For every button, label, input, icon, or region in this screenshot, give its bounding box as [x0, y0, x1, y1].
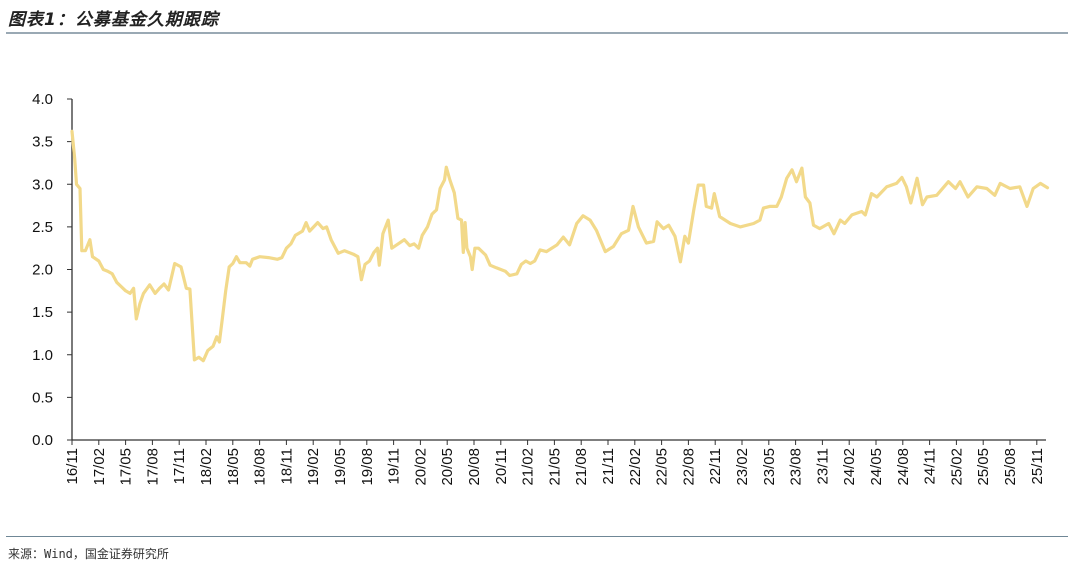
x-tick-label: 17/05	[118, 448, 135, 486]
x-tick-label: 23/02	[734, 448, 751, 486]
x-tick-label: 24/05	[868, 448, 885, 486]
x-tick-label: 23/11	[814, 448, 831, 484]
y-tick-label: 2.0	[32, 262, 53, 279]
x-tick-label: 16/11	[64, 448, 81, 484]
x-tick-label: 22/08	[680, 448, 697, 486]
x-tick-label: 20/08	[466, 448, 483, 486]
x-tick-label: 24/02	[841, 448, 858, 486]
y-tick-label: 1.5	[32, 304, 53, 321]
x-tick-label: 23/08	[788, 448, 805, 486]
footer-divider	[6, 536, 1068, 537]
x-tick-label: 17/08	[144, 448, 161, 486]
x-tick-label: 25/05	[975, 448, 992, 486]
x-tick-label: 21/05	[546, 448, 563, 486]
x-tick-label: 22/02	[627, 448, 644, 486]
x-tick-label: 21/11	[600, 448, 617, 484]
x-tick-label: 20/02	[412, 448, 429, 486]
y-tick-label: 0.0	[32, 432, 53, 449]
y-tick-label: 0.5	[32, 389, 53, 406]
y-tick-label: 4.0	[32, 91, 53, 108]
x-tick-label: 24/11	[922, 448, 939, 484]
x-tick-label: 18/08	[252, 448, 269, 486]
y-tick-label: 1.0	[32, 347, 53, 364]
x-tick-label: 25/02	[948, 448, 965, 486]
duration-line-chart: 0.0 0.5 1.0 1.5 2.0 2.5 3.0 3.5 4.0 16/11 17/02 17/…	[32, 91, 1050, 486]
y-tick-label: 3.5	[32, 134, 53, 151]
source-note: 来源：Wind，国金证券研究所	[8, 547, 169, 561]
y-tick-label: 3.0	[32, 176, 53, 193]
x-tick-label: 20/11	[493, 448, 510, 484]
x-tick-label: 22/05	[654, 448, 671, 486]
x-tick-label: 20/05	[439, 448, 456, 486]
x-tick-label: 17/02	[91, 448, 108, 486]
x-tick-label: 18/11	[278, 448, 295, 484]
x-tick-label: 24/08	[895, 448, 912, 486]
x-tick-label: 18/05	[225, 448, 242, 486]
y-tick-label: 2.5	[32, 219, 53, 236]
x-tick-label: 18/02	[198, 448, 215, 486]
x-tick-label: 22/11	[707, 448, 724, 484]
x-tick-label: 17/11	[171, 448, 188, 484]
x-tick-label: 25/11	[1029, 448, 1046, 484]
x-tick-label: 19/11	[386, 448, 403, 484]
x-tick-label: 25/08	[1002, 448, 1019, 486]
x-tick-label: 23/05	[761, 448, 778, 486]
x-tick-label: 19/05	[332, 448, 349, 486]
x-tick-label: 21/08	[573, 448, 590, 486]
x-tick-label: 21/02	[520, 448, 537, 486]
x-tick-label: 19/02	[305, 448, 322, 486]
chart-title: 图表1：公募基金久期跟踪	[8, 10, 219, 30]
x-tick-label: 19/08	[359, 448, 376, 486]
title-divider	[6, 32, 1068, 34]
series-line	[70, 129, 1050, 363]
